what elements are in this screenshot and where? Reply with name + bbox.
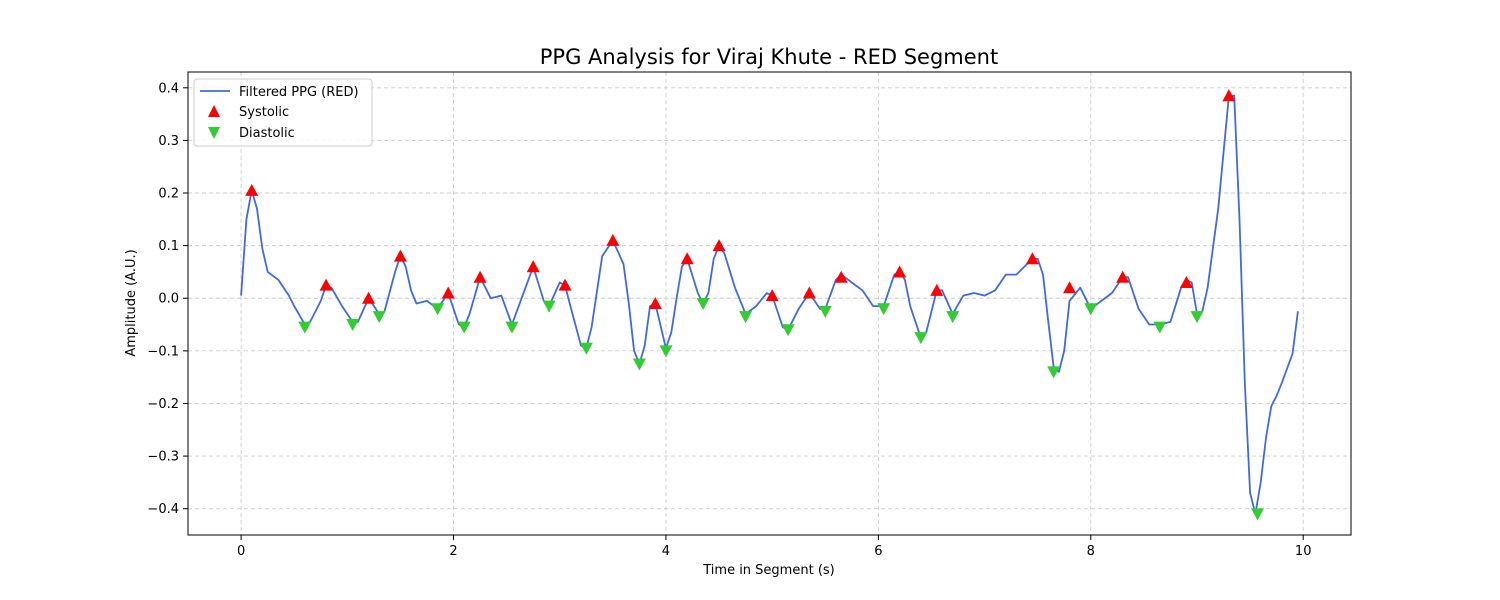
diastolic-trough-marker <box>877 303 891 316</box>
systolic-peak-marker <box>1063 281 1077 294</box>
systolic-peak-marker <box>558 278 572 291</box>
systolic-peak-marker <box>441 286 455 299</box>
diastolic-trough-marker <box>632 358 646 371</box>
legend-label-diastolic: Diastolic <box>239 126 295 141</box>
systolic-peak-marker <box>606 233 620 246</box>
systolic-peak-marker <box>319 278 333 291</box>
systolic-marker-swatch <box>208 105 220 117</box>
y-tick-label: −0.4 <box>147 502 179 517</box>
legend-label-filtered: Filtered PPG (RED) <box>239 85 359 100</box>
ppg-signal-line <box>240 94 1299 515</box>
systolic-peak-marker <box>893 265 907 278</box>
diastolic-trough-marker <box>505 321 519 334</box>
y-tick-label: −0.3 <box>147 450 179 465</box>
legend-box <box>193 78 373 147</box>
systolic-peak-marker <box>712 239 726 252</box>
legend: Filtered PPG (RED) Systolic Diastolic <box>193 78 373 147</box>
systolic-peak-marker <box>680 252 694 265</box>
y-axis-ticks: 0.4 0.3 0.2 0.1 0.0 −0.1 −0.2 −0.3 −0.4 <box>147 81 188 517</box>
plot-area <box>240 89 1299 521</box>
diastolic-trough-marker <box>1251 508 1265 521</box>
systolic-peak-marker <box>802 286 816 299</box>
x-tick-label: 2 <box>449 544 457 559</box>
systolic-peak-marker <box>1116 270 1130 283</box>
diastolic-marker-swatch <box>208 127 220 139</box>
diastolic-trough-marker <box>946 311 960 324</box>
systolic-peak-marker <box>765 289 779 302</box>
diastolic-trough-marker <box>457 321 471 334</box>
systolic-peak-marker <box>648 297 662 310</box>
x-tick-label: 6 <box>874 544 882 559</box>
diastolic-trough-marker <box>1047 366 1061 379</box>
diastolic-trough-marker <box>914 332 928 345</box>
systolic-peak-marker <box>362 291 376 304</box>
systolic-peak-marker <box>526 260 540 273</box>
diastolic-trough-marker <box>1084 303 1098 316</box>
systolic-peak-marker <box>393 249 407 262</box>
y-tick-label: 0.2 <box>158 187 179 202</box>
systolic-peak-marker <box>1025 252 1039 265</box>
diastolic-trough-marker <box>1153 321 1167 334</box>
x-tick-label: 10 <box>1295 544 1312 559</box>
y-tick-label: −0.2 <box>147 397 179 412</box>
y-tick-label: −0.1 <box>147 344 179 359</box>
diastolic-trough-marker <box>431 303 445 316</box>
diastolic-trough-marker <box>346 319 360 332</box>
y-tick-label: 0.1 <box>158 239 179 254</box>
diastolic-trough-marker <box>579 342 593 355</box>
x-tick-label: 0 <box>237 544 245 559</box>
diastolic-trough-marker <box>818 305 832 318</box>
diastolic-trough-marker <box>372 311 386 324</box>
x-axis-ticks: 0 2 4 6 8 10 <box>237 535 1312 559</box>
systolic-peak-marker <box>473 270 487 283</box>
diastolic-trough-marker <box>298 321 312 334</box>
systolic-peak-marker <box>834 270 848 283</box>
systolic-peak-marker <box>1222 89 1236 102</box>
diastolic-trough-marker <box>659 345 673 358</box>
y-tick-label: 0.0 <box>158 292 179 307</box>
systolic-peak-marker <box>930 283 944 296</box>
y-tick-label: 0.3 <box>158 134 179 149</box>
diastolic-trough-marker <box>696 297 710 310</box>
systolic-peak-marker <box>1179 275 1193 288</box>
diastolic-trough-marker <box>1190 311 1204 324</box>
plot-frame <box>187 71 1352 536</box>
x-axis-label: Time in Segment (s) <box>702 563 834 578</box>
grid <box>188 72 1351 535</box>
diastolic-trough-marker <box>781 324 795 337</box>
systolic-peak-marker <box>245 183 259 196</box>
diastolic-trough-marker <box>739 311 753 324</box>
x-tick-label: 8 <box>1087 544 1095 559</box>
chart-title: PPG Analysis for Viraj Khute - RED Segme… <box>540 45 998 69</box>
y-tick-label: 0.4 <box>158 81 179 96</box>
legend-label-systolic: Systolic <box>239 105 289 120</box>
x-tick-label: 4 <box>662 544 670 559</box>
y-axis-label: Amplitude (A.U.) <box>124 249 139 356</box>
diastolic-trough-marker <box>542 300 556 313</box>
